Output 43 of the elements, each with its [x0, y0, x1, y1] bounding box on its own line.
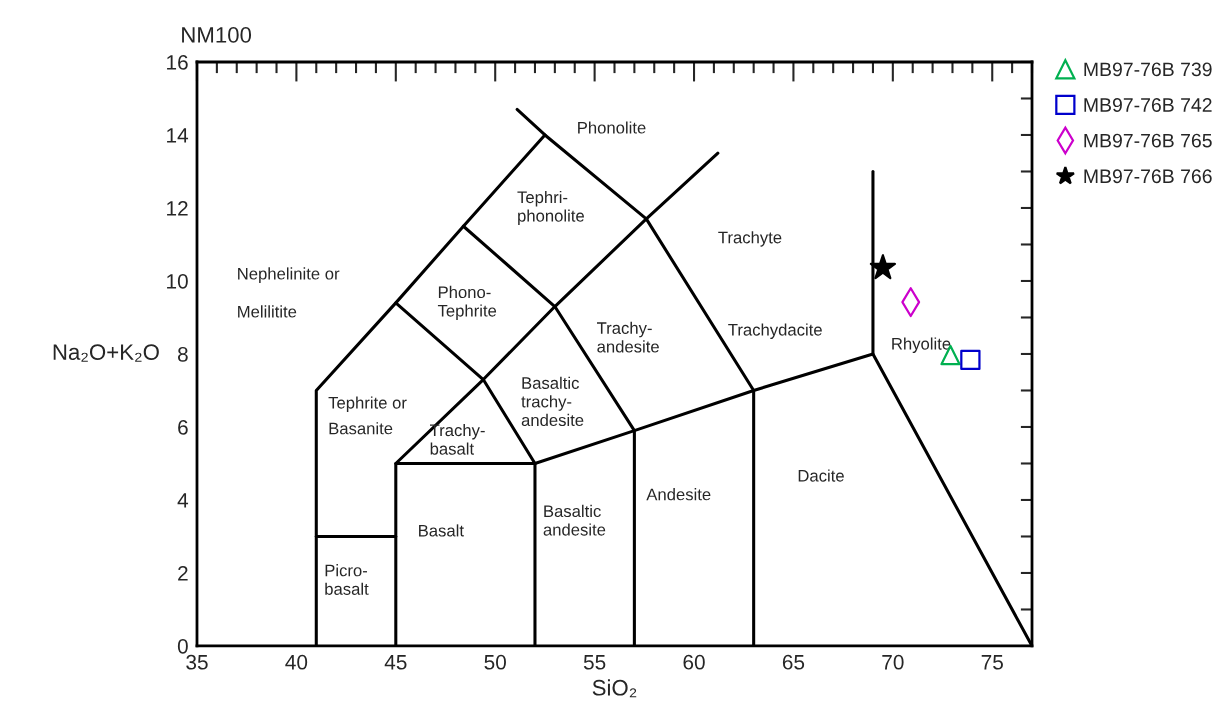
y-tick-label: 2: [178, 565, 188, 581]
y-axis-title: Na₂O+K₂O: [53, 344, 159, 362]
annotation: Basaltic trachy- andesite: [521, 376, 584, 427]
annotation: Basalt: [419, 524, 464, 537]
annotation: Trachy- basalt: [430, 423, 485, 455]
legend-label: MB97-76B 765: [1084, 133, 1212, 148]
annotation: Tephrite or: [328, 396, 407, 412]
legend-label: MB97-76B 739: [1084, 62, 1212, 77]
legend-label: MB97-76B 766: [1084, 169, 1212, 184]
x-axis-title: SiO₂: [592, 679, 637, 698]
annotation: Phono- Tephrite: [437, 285, 497, 320]
x-tick-label: 75: [981, 655, 1003, 670]
legend-label: MB97-76B 742: [1084, 98, 1212, 112]
y-tick-label: 4: [177, 493, 189, 508]
annotation: Basaltic andesite: [543, 504, 606, 536]
annotation: Tephri- phonolite: [517, 190, 584, 226]
y-tick-label: 16: [167, 54, 188, 70]
x-tick-label: 45: [384, 655, 407, 670]
annotation: Phonolite: [578, 121, 646, 134]
annotation: Dacite: [798, 469, 844, 482]
y-tick-label: 0: [177, 638, 188, 654]
x-tick-label: 55: [583, 655, 606, 670]
x-tick-label: 50: [484, 654, 506, 670]
x-tick-label: 60: [683, 654, 705, 670]
y-tick-label: 12: [167, 200, 188, 216]
y-tick-label: 10: [167, 273, 188, 289]
x-tick-label: 40: [285, 654, 308, 670]
annotation: Melilitite: [238, 305, 297, 318]
annotation: Rhyolite: [892, 337, 951, 353]
y-tick-label: 14: [167, 128, 189, 143]
x-tick-label: 65: [782, 654, 805, 670]
annotation: Picro- basalt: [325, 564, 369, 595]
annotation: Nephelinite or: [238, 267, 340, 283]
annotation: Andesite: [646, 488, 711, 501]
x-tick-label: 35: [186, 654, 208, 670]
y-tick-label: 8: [177, 346, 188, 362]
annotation: Trachyte: [718, 231, 782, 247]
annotation: Trachy- andesite: [597, 321, 659, 353]
x-tick-label: 70: [882, 654, 904, 670]
chart-title: NM100: [182, 27, 252, 43]
y-tick-label: 6: [178, 419, 188, 435]
annotation: Trachydacite: [728, 323, 822, 339]
annotation: Basanite: [329, 422, 393, 435]
